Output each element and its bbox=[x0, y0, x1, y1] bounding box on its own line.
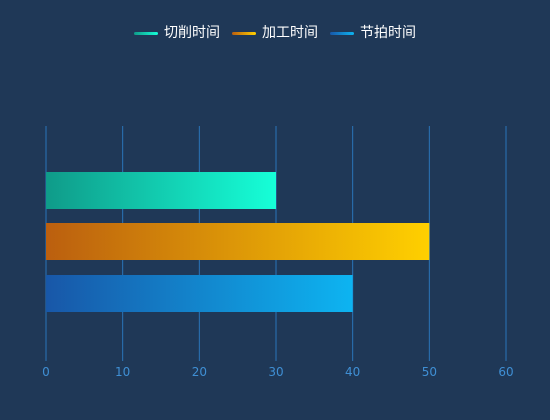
legend-item-cycle-time[interactable]: 节拍时间 bbox=[330, 21, 416, 45]
legend-swatch-cutting-time bbox=[134, 31, 158, 35]
bar-processing-time[interactable] bbox=[46, 223, 430, 260]
bar-layer bbox=[46, 172, 430, 312]
x-tick-label-10: 10 bbox=[115, 365, 130, 379]
legend-label-cutting-time: 切削时间 bbox=[164, 25, 220, 41]
legend-label-processing-time: 加工时间 bbox=[262, 25, 318, 41]
legend-item-processing-time[interactable]: 加工时间 bbox=[232, 21, 318, 45]
axis-layer: 0 10 20 30 40 50 60 bbox=[42, 356, 514, 379]
x-tick-label-50: 50 bbox=[422, 365, 437, 379]
legend-label-cycle-time: 节拍时间 bbox=[360, 25, 416, 41]
legend-swatch-processing-time bbox=[232, 31, 256, 35]
legend-swatch-cycle-time bbox=[330, 31, 354, 35]
bar-cycle-time[interactable] bbox=[46, 275, 353, 312]
bar-cutting-time[interactable] bbox=[46, 172, 276, 209]
legend-item-cutting-time[interactable]: 切削时间 bbox=[134, 21, 220, 45]
x-tick-label-30: 30 bbox=[268, 365, 283, 379]
x-tick-label-0: 0 bbox=[42, 365, 50, 379]
x-tick-label-20: 20 bbox=[192, 365, 207, 379]
x-tick-label-60: 60 bbox=[498, 365, 513, 379]
legend: 切削时间 加工时间 节拍时间 bbox=[0, 21, 550, 45]
x-tick-label-40: 40 bbox=[345, 365, 360, 379]
